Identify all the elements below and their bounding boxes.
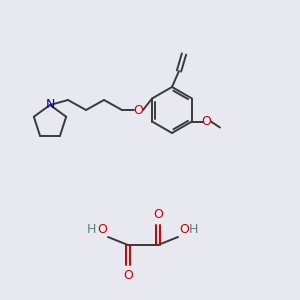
Text: O: O (179, 223, 189, 236)
Text: O: O (201, 115, 211, 128)
Text: H: H (87, 223, 96, 236)
Text: O: O (153, 208, 163, 221)
Text: O: O (123, 269, 133, 282)
Text: H: H (189, 223, 198, 236)
Text: O: O (133, 103, 143, 116)
Text: N: N (45, 98, 55, 112)
Text: O: O (97, 223, 107, 236)
